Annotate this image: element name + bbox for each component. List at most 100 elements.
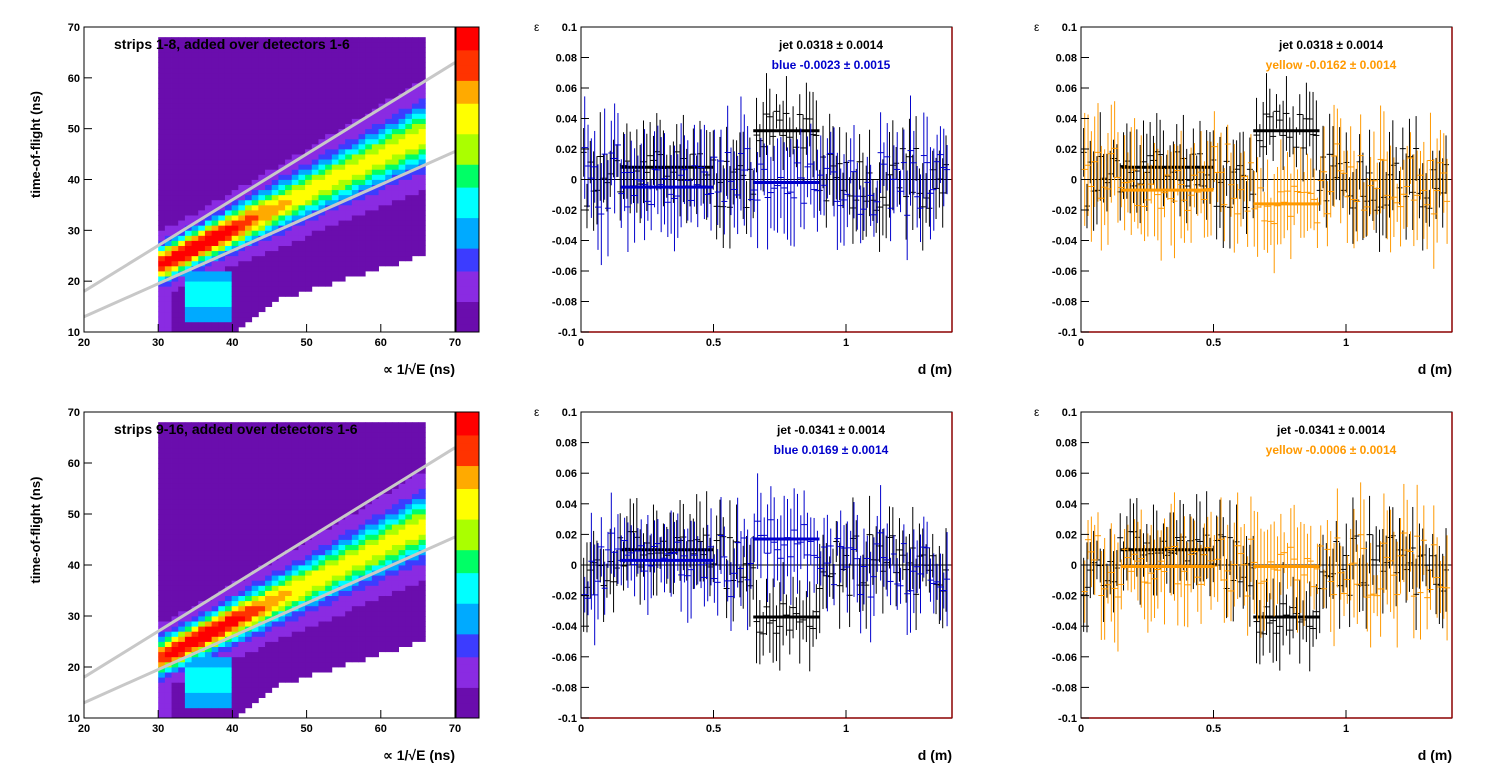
heatmap-cell [311,457,319,464]
heatmap-cell [231,559,239,566]
heatmap-cell [365,539,373,545]
heatmap-cell [298,250,306,257]
heatmap-cell [171,427,179,433]
heatmap-cell [171,661,179,668]
heatmap-cell [184,123,192,130]
heatmap-cell [251,483,259,489]
heatmap-cell [204,108,213,114]
heatmap-cell [258,93,266,99]
heatmap-cell [371,432,379,438]
heatmap-cell [311,478,319,484]
heatmap-cell [224,427,233,433]
heatmap-cell [211,631,219,637]
heatmap-cell [371,194,379,201]
heatmap-cell [391,503,400,510]
heatmap-cell [358,631,366,637]
heatmap-cell [365,174,373,180]
heatmap-cell [178,687,186,693]
heatmap-cell [298,98,306,104]
heatmap-cell [211,575,219,581]
heatmap-cell [171,544,179,551]
heatmap-cell [318,42,326,48]
heatmap-cell [418,184,426,191]
heatmap-cell [191,692,199,698]
heatmap-cell [325,585,333,591]
heatmap-cell [245,184,253,191]
heatmap-cell [311,661,319,668]
heatmap-cell [305,47,313,53]
heatmap-cell [285,580,293,586]
heatmap-cell [311,57,319,63]
heatmap-cell [218,447,226,454]
heatmap-cell [291,473,299,479]
heatmap-cell [204,437,213,443]
heatmap-cell [198,204,206,211]
heatmap-cell [164,189,172,196]
heatmap-cell [331,169,339,175]
heatmap-cell [251,240,259,246]
heatmap-cell [291,199,299,206]
heatmap-cell [164,260,172,267]
heatmap-cell [231,321,239,328]
heatmap-cell [338,118,346,124]
heatmap-cell [265,636,273,642]
epsilon-panel-blue-top: 0 0.5 1-0.1-0.08-0.06-0.04-0.0200.020.040.… [534,20,953,377]
heatmap-cell [164,301,172,307]
heatmap-cell [171,651,179,658]
heatmap-cell [191,503,199,510]
heatmap-cell [198,473,206,479]
heatmap-cell [318,422,326,428]
heatmap-cell [378,72,386,79]
heatmap-cell [331,225,339,231]
heatmap-cell [245,255,253,262]
heatmap-cell [345,154,353,160]
heatmap-cell [338,447,346,454]
heatmap-cell [365,600,373,607]
heatmap-cell [331,554,339,561]
heatmap-cell [251,52,259,58]
heatmap-cell [385,138,393,145]
heatmap-cell [211,565,219,571]
heatmap-cell [251,498,259,505]
heatmap-cell [231,524,239,530]
heatmap-cell [198,712,206,719]
heatmap-cell [184,37,192,43]
heatmap-cell [365,641,373,647]
heatmap-cell [178,580,186,586]
heatmap-cell [298,519,306,525]
heatmap-cell [351,651,359,658]
heatmap-cell [218,682,226,688]
heatmap-cell [278,534,286,540]
heatmap-cell [318,549,326,556]
heatmap-cell [265,286,273,292]
heatmap-cell [331,204,339,211]
heatmap-cell [164,286,172,292]
heatmap-cell [305,67,313,74]
heatmap-cell [218,452,226,459]
heatmap-cell [178,93,186,99]
heatmap-cell [265,225,273,231]
heatmap-cell [218,37,226,43]
heatmap-cell [305,52,313,58]
heatmap-cell [305,133,313,140]
heatmap-cell [398,133,406,140]
heatmap-cell [305,651,313,658]
heatmap-cell [351,498,359,505]
heatmap-cell [184,667,192,673]
heatmap-cell [211,534,219,540]
heatmap-cell [305,159,313,165]
heatmap-cell [198,62,206,69]
heatmap-cell [204,103,213,109]
heatmap-cell [251,159,259,165]
heatmap-cell [158,194,166,201]
heatmap-cell [271,37,279,43]
heatmap-cell [191,169,199,175]
heatmap-cell [211,427,219,433]
heatmap-cell [245,636,253,642]
heatmap-cell [251,103,259,109]
heatmap-cell [318,271,326,277]
heatmap-cell [211,286,219,292]
heatmap-cell [191,118,199,124]
heatmap-cell [258,204,266,211]
heatmap-cell [378,179,386,185]
